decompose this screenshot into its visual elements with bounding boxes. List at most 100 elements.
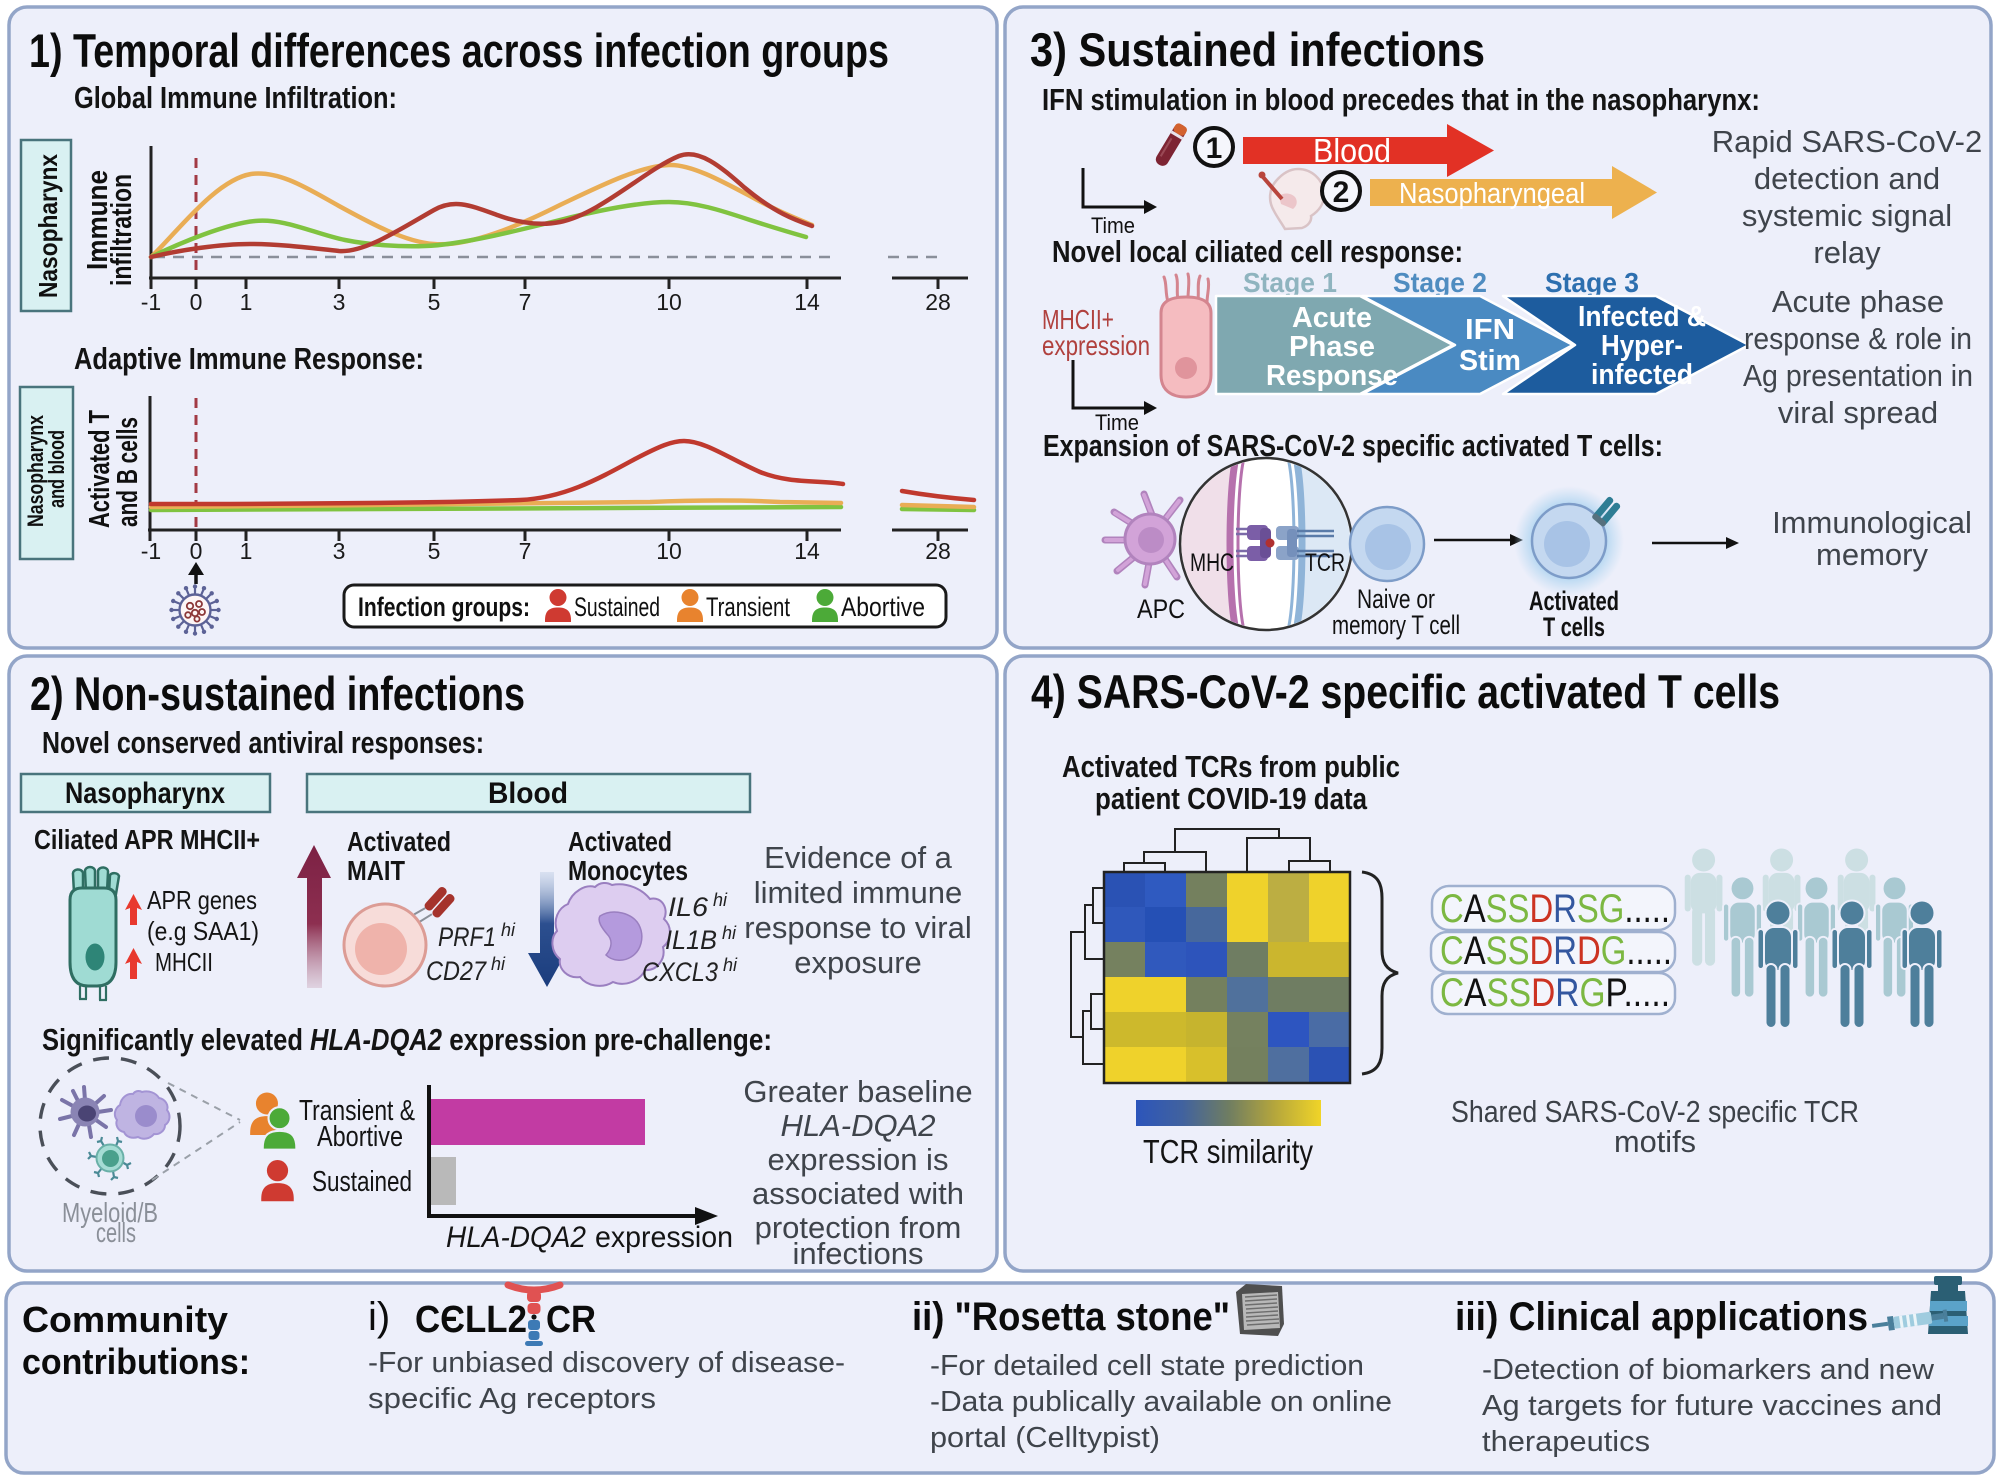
svg-text:motifs: motifs bbox=[1614, 1124, 1696, 1159]
svg-text:-1: -1 bbox=[141, 289, 161, 315]
svg-text:Acute phase: Acute phase bbox=[1772, 284, 1944, 319]
svg-text:exposure: exposure bbox=[794, 945, 922, 980]
svg-text:1) Temporal differences across: 1) Temporal differences across infection… bbox=[29, 24, 889, 77]
svg-text:CЄLL2: CЄLL2 bbox=[415, 1299, 527, 1341]
svg-text:TCR: TCR bbox=[1305, 549, 1345, 577]
svg-text:-For detailed cell state predi: -For detailed cell state prediction bbox=[930, 1350, 1364, 1382]
svg-text:HLA-DQA2: HLA-DQA2 bbox=[780, 1108, 935, 1143]
svg-text:-For unbiased discovery of dis: -For unbiased discovery of disease- bbox=[368, 1347, 845, 1379]
svg-text:Global Immune Infiltration:: Global Immune Infiltration: bbox=[74, 80, 397, 115]
svg-text:Activated: Activated bbox=[1529, 586, 1619, 616]
svg-text:Nasopharynx: Nasopharynx bbox=[23, 414, 48, 527]
svg-text:infections: infections bbox=[793, 1236, 924, 1271]
svg-text:Immune: Immune bbox=[82, 170, 114, 270]
svg-text:infected: infected bbox=[1591, 359, 1693, 391]
svg-text:Significantly elevated HLA-DQA: Significantly elevated HLA-DQA2 expressi… bbox=[42, 1022, 772, 1057]
svg-text:-Data publically available on: -Data publically available on online bbox=[930, 1386, 1392, 1418]
svg-text:10: 10 bbox=[656, 289, 682, 315]
svg-text:Activated: Activated bbox=[568, 826, 672, 857]
svg-text:3: 3 bbox=[333, 289, 346, 315]
svg-text:Infection groups:: Infection groups: bbox=[358, 592, 530, 622]
svg-text:hi: hi bbox=[713, 890, 728, 910]
svg-text:specific Ag receptors: specific Ag receptors bbox=[368, 1383, 656, 1415]
svg-text:MAIT: MAIT bbox=[347, 855, 405, 886]
svg-text:MHCII: MHCII bbox=[155, 947, 213, 977]
svg-text:7: 7 bbox=[519, 289, 532, 315]
svg-text:Abortive: Abortive bbox=[317, 1121, 403, 1153]
svg-text:memory T cell: memory T cell bbox=[1332, 610, 1460, 640]
svg-text:Time: Time bbox=[1091, 213, 1135, 238]
svg-text:2) Non-sustained infections: 2) Non-sustained infections bbox=[30, 667, 525, 720]
svg-text:Ciliated APR MHCII+: Ciliated APR MHCII+ bbox=[34, 824, 260, 855]
svg-text:Ag targets for future vaccines: Ag targets for future vaccines and bbox=[1482, 1390, 1942, 1422]
svg-text:Phase: Phase bbox=[1289, 331, 1375, 363]
svg-text:hi: hi bbox=[722, 923, 737, 943]
svg-text:IL1B: IL1B bbox=[665, 925, 717, 955]
svg-text:detection and: detection and bbox=[1754, 161, 1940, 196]
svg-text:Expansion of SARS-CoV-2 specif: Expansion of SARS-CoV-2 specific activat… bbox=[1043, 428, 1663, 463]
svg-text:APC: APC bbox=[1137, 594, 1185, 624]
svg-text:Sustained: Sustained bbox=[574, 592, 660, 622]
svg-text:iii) Clinical applications: iii) Clinical applications bbox=[1455, 1295, 1868, 1339]
svg-text:associated with: associated with bbox=[752, 1176, 964, 1211]
svg-text:Blood: Blood bbox=[1313, 132, 1391, 169]
svg-text:expression is: expression is bbox=[768, 1142, 949, 1177]
svg-text:28: 28 bbox=[925, 289, 951, 315]
svg-text:Nasopharynx: Nasopharynx bbox=[33, 154, 63, 298]
svg-text:Activated TCRs from public: Activated TCRs from public bbox=[1062, 749, 1400, 784]
svg-text:systemic signal: systemic signal bbox=[1742, 198, 1952, 233]
svg-text:hi: hi bbox=[501, 920, 516, 940]
svg-text:T cells: T cells bbox=[1543, 612, 1605, 642]
svg-text:Stage 1: Stage 1 bbox=[1243, 267, 1337, 298]
svg-text:HLA-DQA2: HLA-DQA2 bbox=[446, 1221, 586, 1254]
svg-text:TCR similarity: TCR similarity bbox=[1143, 1133, 1313, 1170]
svg-text:Blood: Blood bbox=[488, 777, 568, 810]
svg-text:and B cells: and B cells bbox=[112, 417, 144, 527]
svg-text:0: 0 bbox=[190, 289, 203, 315]
svg-text:therapeutics: therapeutics bbox=[1482, 1426, 1650, 1458]
svg-text:Nasopharyngeal: Nasopharyngeal bbox=[1399, 178, 1585, 210]
svg-text:Acute: Acute bbox=[1292, 302, 1372, 334]
svg-text:protection from: protection from bbox=[755, 1210, 962, 1245]
svg-text:14: 14 bbox=[794, 289, 820, 315]
svg-text:Myeloid/B: Myeloid/B bbox=[62, 1197, 158, 1228]
svg-text:Naive or: Naive or bbox=[1357, 584, 1435, 614]
svg-text:(e.g SAA1): (e.g SAA1) bbox=[147, 916, 259, 946]
svg-text:Time: Time bbox=[1095, 410, 1139, 435]
svg-text:MHCII+: MHCII+ bbox=[1042, 304, 1114, 335]
svg-text:Greater baseline: Greater baseline bbox=[743, 1074, 972, 1109]
svg-text:Activated: Activated bbox=[347, 826, 451, 857]
svg-text:Stim: Stim bbox=[1459, 345, 1521, 377]
svg-text:IL6: IL6 bbox=[668, 892, 709, 922]
svg-text:PRF1: PRF1 bbox=[438, 922, 496, 952]
svg-text:Stage 2: Stage 2 bbox=[1393, 267, 1487, 298]
svg-text:Adaptive Immune Response:: Adaptive Immune Response: bbox=[74, 341, 424, 376]
svg-text:Sustained: Sustained bbox=[312, 1166, 412, 1198]
svg-text:CD27: CD27 bbox=[426, 956, 487, 986]
svg-text:Novel local ciliated cell resp: Novel local ciliated cell response: bbox=[1052, 234, 1463, 269]
svg-text:Transient &: Transient & bbox=[299, 1095, 415, 1127]
svg-text:Immunological: Immunological bbox=[1772, 505, 1972, 540]
svg-text:-1: -1 bbox=[141, 538, 161, 564]
svg-text:cells: cells bbox=[96, 1217, 136, 1248]
svg-text:7: 7 bbox=[519, 538, 532, 564]
svg-text:Stage 3: Stage 3 bbox=[1545, 267, 1639, 298]
svg-text:IFN stimulation in blood prece: IFN stimulation in blood precedes that i… bbox=[1042, 82, 1760, 117]
svg-text:response & role in: response & role in bbox=[1744, 321, 1972, 356]
svg-text:Nasopharynx: Nasopharynx bbox=[65, 777, 225, 810]
svg-text:Response: Response bbox=[1266, 360, 1398, 392]
svg-text:5: 5 bbox=[428, 538, 441, 564]
svg-text:CASSDRGP.....: CASSDRGP..... bbox=[1440, 971, 1670, 1015]
svg-text:1: 1 bbox=[1206, 132, 1223, 165]
svg-text:ii) "Rosetta stone": ii) "Rosetta stone" bbox=[912, 1295, 1230, 1339]
svg-text:IFN: IFN bbox=[1465, 314, 1515, 346]
svg-text:APR genes: APR genes bbox=[147, 885, 257, 915]
svg-text:limited immune: limited immune bbox=[754, 875, 962, 910]
svg-text:memory: memory bbox=[1816, 537, 1928, 572]
svg-text:Activated T: Activated T bbox=[84, 410, 116, 528]
svg-text:hi: hi bbox=[723, 955, 738, 975]
svg-text:viral spread: viral spread bbox=[1778, 395, 1938, 430]
svg-text:Transient: Transient bbox=[706, 592, 790, 622]
svg-text:contributions:: contributions: bbox=[22, 1341, 250, 1382]
svg-text:CR: CR bbox=[546, 1299, 596, 1341]
